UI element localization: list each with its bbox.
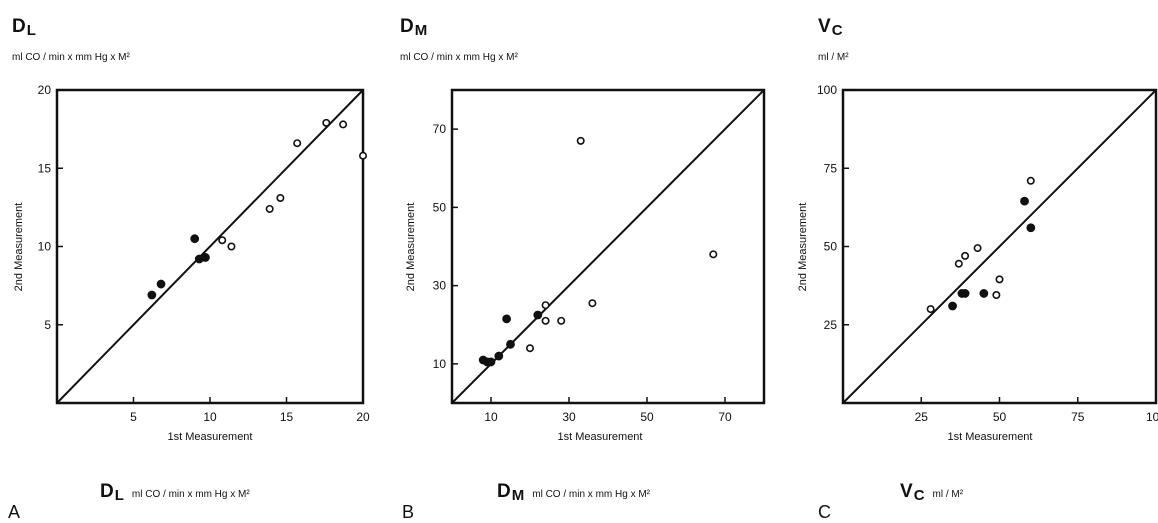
panel-a-open-point	[227, 242, 236, 251]
panel-c-open-point	[1026, 176, 1035, 185]
panel-a-x-ticks: 5 10 15 20	[130, 397, 370, 424]
panel-b-x-tick-label: 70	[718, 410, 732, 424]
panel-c-x-tick-label: 25	[915, 410, 929, 424]
panel-b-identity-line	[451, 89, 765, 404]
panel-b-y-tick-label: 50	[433, 200, 447, 214]
panel-c-x-axis-label: 1st Measurement	[948, 431, 1033, 443]
panel-b-open-point	[541, 316, 550, 325]
panel-c-open-point	[995, 275, 1004, 284]
panel-c-y-ticks: 25 50 75 100	[817, 83, 849, 332]
panel-b-y-tick-label: 30	[433, 279, 447, 293]
panel-b-units: ml CO / min x mm Hg x M²	[400, 52, 518, 63]
panel-a-open-point	[276, 193, 285, 202]
panel-a-units: ml CO / min x mm Hg x M²	[12, 52, 130, 63]
panel-b-open-point	[557, 316, 566, 325]
panel-c-x-ticks: 25 50 75 100	[915, 397, 1158, 424]
panel-a-filled-point	[201, 253, 210, 262]
panel-c-open-point	[992, 291, 1001, 300]
panel-c-identity-line	[842, 89, 1157, 404]
panel-b-open-point	[709, 250, 718, 259]
panel-a-points	[147, 118, 367, 300]
panel-b-open-point	[541, 301, 550, 310]
panel-c-letter: C	[818, 502, 831, 522]
panel-a-bottom-label: DL ml CO / min x mm Hg x M²	[100, 481, 250, 504]
panel-a-filled-point	[156, 279, 166, 289]
panel-b-filled-point	[486, 357, 496, 367]
panel-c-filled-point	[1026, 223, 1036, 233]
panel-c-open-point	[954, 259, 963, 268]
panel-c-bottom-label: VC ml / M²	[900, 481, 964, 504]
panel-b-bottom-label: DM ml CO / min x mm Hg x M²	[497, 481, 651, 504]
panel-c-y-tick-label: 100	[817, 83, 837, 97]
panel-a-y-tick-label: 5	[44, 318, 51, 332]
panel-a-filled-point	[190, 234, 200, 244]
panel-a-title: DL	[12, 16, 36, 39]
panel-b-x-tick-label: 10	[484, 410, 498, 424]
panel-a-y-tick-label: 10	[38, 240, 52, 254]
panel-c-open-point	[961, 251, 970, 260]
panel-a-x-axis-label: 1st Measurement	[168, 431, 253, 443]
panel-b-y-tick-label: 10	[433, 357, 447, 371]
panel-a-y-tick-label: 15	[38, 161, 52, 175]
panel-a-y-tick-label: 20	[38, 83, 52, 97]
panel-b-x-tick-label: 50	[640, 410, 654, 424]
panel-c-y-tick-label: 25	[824, 318, 838, 332]
panel-c-open-point	[926, 305, 935, 314]
panel-a-identity-line	[56, 89, 364, 404]
panel-b-x-ticks: 10 30 50 70	[484, 397, 732, 424]
panel-b-letter: B	[402, 502, 414, 522]
panel-b: DM ml CO / min x mm Hg x M² 10 30 50 70 10 3…	[400, 16, 766, 522]
panel-c-filled-point	[979, 289, 989, 298]
panel-b-identity-line-segment	[451, 89, 765, 404]
panel-c-filled-point	[960, 289, 970, 298]
panel-b-x-tick-label: 30	[562, 410, 576, 424]
panel-b-open-point	[525, 344, 534, 353]
panel-c-x-tick-label: 75	[1071, 410, 1085, 424]
panel-c-x-tick-label: 50	[993, 410, 1007, 424]
panel-c-y-tick-label: 75	[824, 161, 838, 175]
panel-b-y-ticks: 10 30 50 70	[433, 122, 458, 371]
panel-c-title: VC	[818, 16, 843, 39]
panel-b-filled-point	[533, 310, 543, 320]
panel-a-identity-line-segment	[56, 89, 364, 404]
panel-a-open-point	[293, 139, 302, 148]
panel-a-open-point	[322, 118, 331, 127]
panel-b-filled-point	[506, 339, 515, 349]
panel-a-open-point	[265, 204, 274, 213]
panel-b-filled-point	[494, 351, 504, 361]
panel-c-filled-point	[1020, 196, 1029, 206]
panel-b-y-tick-label: 70	[433, 122, 447, 136]
panel-c-filled-point	[948, 301, 957, 311]
panel-a-open-point	[218, 236, 227, 245]
panel-c-open-point	[973, 244, 982, 253]
panel-c-y-tick-label: 50	[824, 240, 838, 254]
panel-b-filled-point	[502, 314, 511, 324]
panel-b-plot-frame	[450, 88, 766, 405]
panel-a-x-tick-label: 10	[203, 410, 217, 424]
panel-c-x-tick-label: 100	[1146, 410, 1158, 424]
panel-b-title: DM	[400, 16, 427, 39]
panel-c-y-axis-label: 2nd Measurement	[797, 203, 809, 292]
panel-b-open-point	[588, 299, 597, 308]
panel-a-y-ticks: 5 10 15 20	[38, 83, 63, 332]
panel-a-filled-point	[147, 290, 157, 300]
panel-c-identity-line-segment	[842, 89, 1157, 404]
panel-a-open-point	[339, 120, 348, 129]
panel-b-points	[478, 136, 718, 367]
panel-a-open-point	[358, 151, 367, 160]
panel-a-x-tick-label: 20	[356, 410, 370, 424]
panel-c-points	[926, 176, 1036, 314]
panel-b-open-point	[576, 136, 585, 145]
panel-a-y-axis-label: 2nd Measurement	[13, 203, 25, 292]
panel-a-letter: A	[8, 502, 20, 522]
panel-a-x-tick-label: 15	[280, 410, 294, 424]
panel-a: DL ml CO / min x mm Hg x M² 5 10 15 20 5 10 1…	[8, 16, 370, 522]
panel-b-x-axis-label: 1st Measurement	[558, 431, 643, 443]
panel-b-y-axis-label: 2nd Measurement	[405, 203, 417, 292]
panel-c-units: ml / M²	[818, 52, 849, 63]
panel-a-x-tick-label: 5	[130, 410, 137, 424]
panel-c: VC ml / M² 25 50 75 100 25 50 75 100 1st Measu…	[797, 16, 1158, 522]
